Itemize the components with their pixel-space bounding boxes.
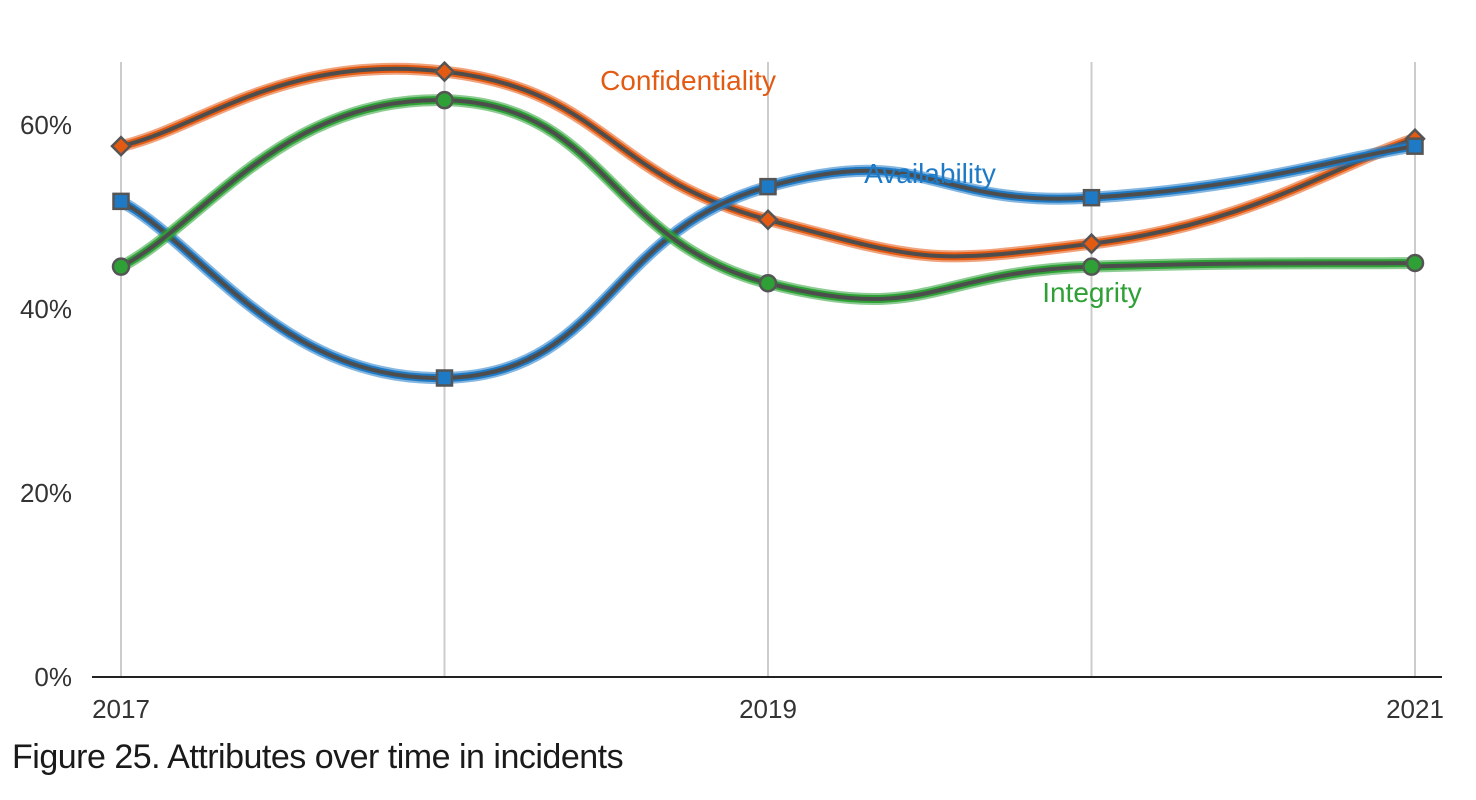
data-point-confidentiality-2017 — [110, 135, 132, 157]
data-point-integrity-2019 — [758, 273, 778, 293]
series-markers — [110, 60, 1426, 387]
data-point-integrity-2017 — [111, 257, 131, 276]
figure-caption: Figure 25. Attributes over time in incid… — [12, 738, 624, 776]
series-line-integrity-core — [119, 98, 1417, 301]
y-tick-label-40: 40% — [20, 294, 72, 324]
data-point-confidentiality-2019 — [757, 208, 779, 231]
series-label-integrity: Integrity — [1042, 277, 1142, 308]
data-point-availability-2021 — [1406, 137, 1424, 155]
data-point-availability-2017 — [112, 192, 130, 211]
data-point-integrity-2021 — [1405, 253, 1425, 273]
data-point-integrity-2018 — [435, 90, 454, 110]
series-label-availability: Availability — [864, 158, 996, 189]
line-chart: 0% 20% 40% 60% 2017 2019 2021 Confidentiality… — [20, 60, 1444, 724]
data-point-confidentiality-2020 — [1080, 232, 1103, 255]
data-point-availability-2020 — [1082, 188, 1101, 207]
series-labels: Confidentiality Availability Integrity — [600, 65, 1142, 308]
y-tick-label-0: 0% — [34, 662, 72, 692]
data-point-confidentiality-2018 — [433, 60, 456, 83]
x-tick-label-2021: 2021 — [1386, 694, 1444, 724]
series-label-confidentiality: Confidentiality — [600, 65, 776, 96]
series-lines — [115, 62, 1421, 385]
grid-lines — [120, 62, 1416, 677]
y-axis-tick-labels: 0% 20% 40% 60% — [20, 110, 72, 692]
series-line-availability-core — [119, 144, 1417, 381]
x-tick-label-2017: 2017 — [92, 694, 150, 724]
y-tick-label-60: 60% — [20, 110, 72, 140]
data-point-integrity-2020 — [1082, 257, 1101, 276]
data-point-availability-2019 — [759, 177, 777, 196]
x-tick-label-2019: 2019 — [739, 694, 797, 724]
x-axis-tick-labels: 2017 2019 2021 — [92, 694, 1444, 724]
data-point-availability-2018 — [435, 369, 454, 387]
y-tick-label-20: 20% — [20, 478, 72, 508]
